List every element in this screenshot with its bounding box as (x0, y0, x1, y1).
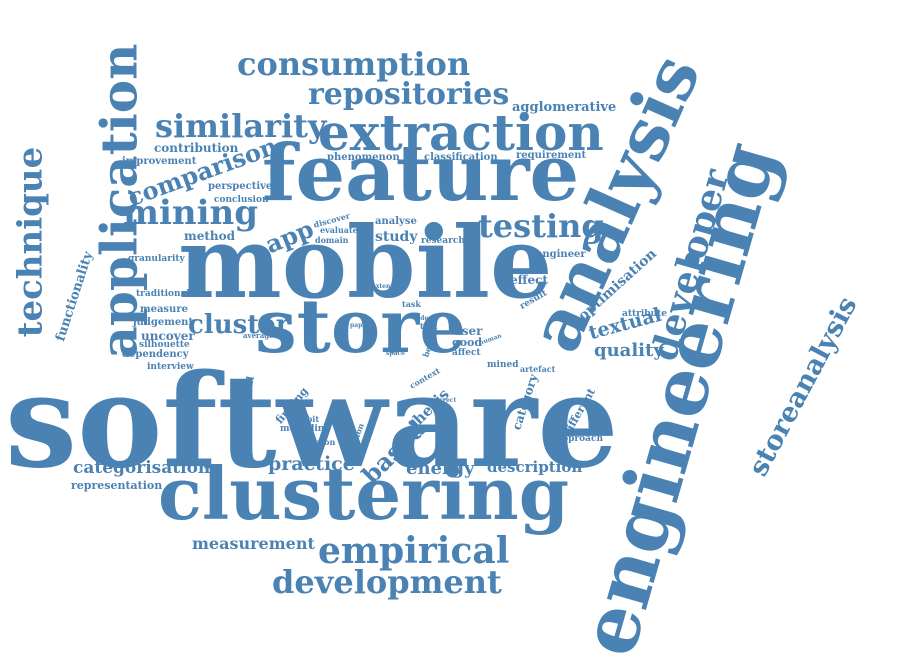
word-evaluate: evaluate (320, 225, 358, 235)
word-repositories: repositories (308, 77, 510, 112)
word-mined: mined (487, 360, 519, 370)
word-traditional: traditional (136, 289, 190, 299)
word-conclusion: conclusion (214, 195, 269, 205)
word-improvement: improvement (122, 156, 197, 167)
word-analyse: analyse (375, 216, 417, 227)
word-technique: technique (10, 146, 51, 338)
word-space: space (386, 350, 405, 357)
word-good: good (452, 336, 483, 349)
word-average: average (243, 331, 274, 340)
word-cluster: cluster (188, 310, 290, 340)
word-clustering: clustering (158, 451, 570, 536)
word-extent: extent (372, 283, 394, 290)
word-method: method (184, 229, 235, 243)
word-affect: affect (452, 348, 481, 358)
word-mining: mining (123, 193, 259, 233)
word-domain: domain (315, 235, 349, 245)
word-task: task (402, 299, 421, 309)
word-paper: paper (350, 322, 370, 329)
word-study: study (375, 229, 418, 245)
word-feature: feature (262, 128, 580, 219)
word-engineer: engineer (536, 249, 586, 260)
word-artefact: artefact (520, 364, 556, 374)
word-attribute: attribute (622, 309, 668, 319)
word-text: text (420, 321, 438, 331)
word-empirical: empirical (318, 530, 510, 572)
word-consumption: consumption (237, 45, 471, 83)
word-categorisation: categorisation (73, 458, 211, 478)
word-practice: practice (268, 453, 355, 475)
word-store: store (255, 284, 467, 370)
word-contribution: contribution (154, 141, 239, 155)
word-requirement: requirement (516, 150, 587, 161)
word-mobile: mobile (178, 206, 553, 321)
word-similarity: similarity (155, 107, 327, 145)
word-measure: measure (140, 304, 188, 315)
word-storeanalysis: storeanalysis (742, 291, 864, 482)
word-classification: classification (424, 152, 498, 163)
word-exhibit: exhibit (288, 414, 320, 424)
word-ideal: ideal (418, 315, 435, 322)
word-measurement: measurement (192, 534, 315, 553)
word-software: software (5, 347, 619, 497)
word-modelling: modelling (280, 424, 331, 434)
word-agglomerative: agglomerative (512, 100, 617, 115)
word-representation: representation (71, 479, 163, 492)
word-research: research (421, 236, 465, 246)
word-development: development (272, 563, 502, 601)
word-judgement: judgement (133, 317, 194, 328)
word-silhouette: silhouette (139, 340, 190, 350)
word-user: user (453, 324, 483, 338)
word-criterion: criterion (296, 437, 336, 447)
word-dependency: dependency (122, 349, 189, 360)
word-approach: approach (556, 434, 604, 444)
word-interview: interview (147, 362, 194, 372)
word-extraction: extraction (318, 103, 604, 162)
word-energy: energy (406, 458, 475, 479)
word-correct: correct (432, 397, 457, 404)
word-testing: testing (478, 207, 604, 245)
word-perspective: perspective (208, 181, 273, 192)
word-phenomenon: phenomenon (327, 152, 400, 163)
word-effect: effect (510, 273, 548, 287)
word-granularity: granularity (128, 254, 185, 264)
word-description: description (487, 458, 583, 476)
word-uncover: uncover (141, 329, 195, 343)
word-quality: quality (594, 340, 664, 361)
